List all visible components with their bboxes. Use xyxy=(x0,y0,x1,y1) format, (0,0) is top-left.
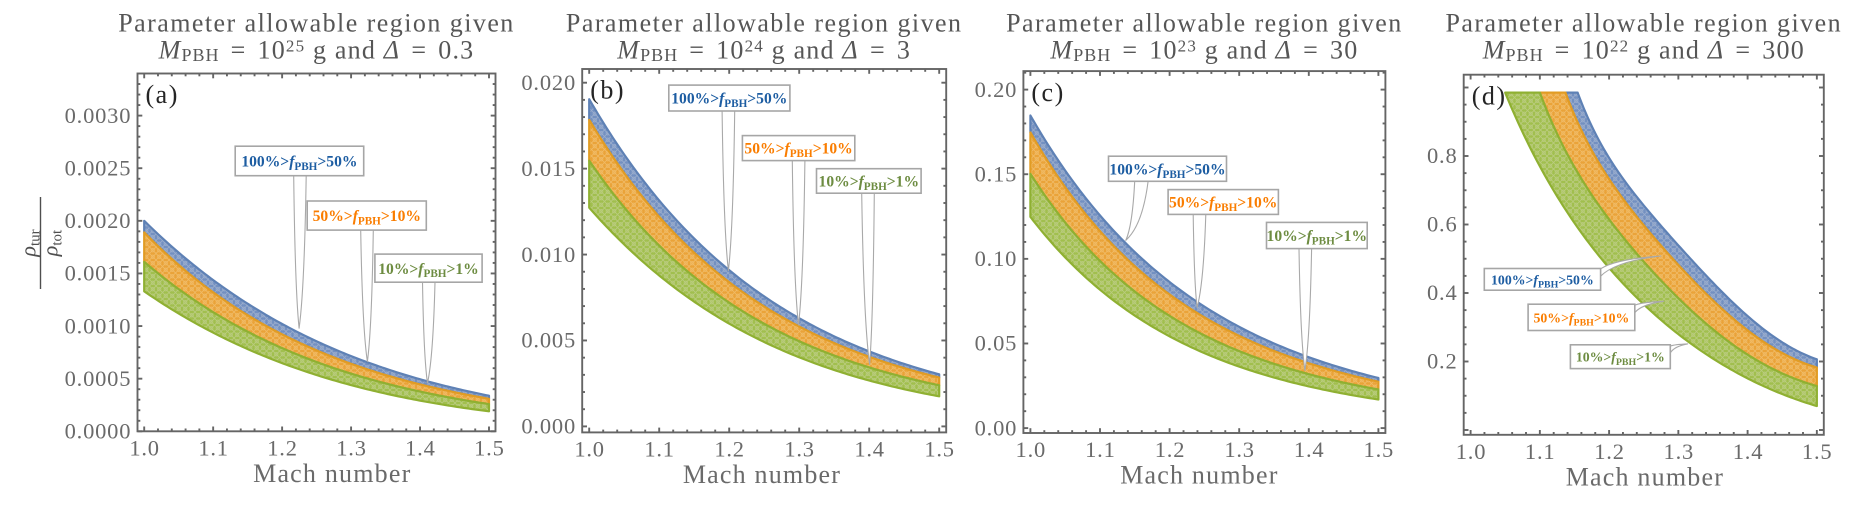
svg-text:Parameter allowable region giv: Parameter allowable region given xyxy=(118,9,515,38)
svg-text:100%>fPBH>50%: 100%>fPBH>50% xyxy=(671,91,787,110)
svg-text:1.0: 1.0 xyxy=(574,436,605,461)
svg-text:0.0005: 0.0005 xyxy=(65,366,132,391)
svg-text:0.020: 0.020 xyxy=(521,70,576,95)
svg-text:MPBH = 1025 g and Δ = 0.3: MPBH = 1025 g and Δ = 0.3 xyxy=(158,36,475,66)
svg-text:0.0030: 0.0030 xyxy=(65,103,132,128)
svg-text:0.05: 0.05 xyxy=(975,331,1018,356)
svg-text:0.0010: 0.0010 xyxy=(65,313,132,338)
svg-text:10%>fPBH>1%: 10%>fPBH>1% xyxy=(1267,228,1368,247)
svg-text:Mach number: Mach number xyxy=(253,459,411,488)
svg-text:Parameter allowable region giv: Parameter allowable region given xyxy=(1446,9,1843,38)
svg-text:1.5: 1.5 xyxy=(474,435,505,460)
svg-text:0.4: 0.4 xyxy=(1427,280,1458,305)
svg-text:1.3: 1.3 xyxy=(1224,437,1255,462)
svg-text:1.1: 1.1 xyxy=(1525,439,1556,464)
svg-text:(a): (a) xyxy=(146,80,179,109)
svg-text:1.3: 1.3 xyxy=(1664,439,1695,464)
svg-text:1.5: 1.5 xyxy=(924,436,955,461)
svg-text:1.1: 1.1 xyxy=(1085,437,1116,462)
svg-text:1.2: 1.2 xyxy=(1155,437,1186,462)
svg-text:1.1: 1.1 xyxy=(198,435,229,460)
svg-text:MPBH = 1022 g and Δ = 300: MPBH = 1022 g and Δ = 300 xyxy=(1482,36,1805,66)
svg-text:0.10: 0.10 xyxy=(975,246,1018,271)
svg-text:0.00: 0.00 xyxy=(975,415,1018,440)
svg-text:ρtot: ρtot xyxy=(38,229,66,257)
svg-text:0.20: 0.20 xyxy=(975,77,1018,102)
svg-text:0.000: 0.000 xyxy=(521,414,576,439)
svg-text:0.0000: 0.0000 xyxy=(65,419,132,444)
svg-text:100%>fPBH>50%: 100%>fPBH>50% xyxy=(241,154,357,173)
svg-text:1.3: 1.3 xyxy=(336,435,367,460)
svg-text:1.0: 1.0 xyxy=(1016,437,1047,462)
svg-text:1.4: 1.4 xyxy=(1294,437,1325,462)
svg-text:1.4: 1.4 xyxy=(1733,439,1764,464)
svg-text:10%>fPBH>1%: 10%>fPBH>1% xyxy=(1576,350,1665,368)
svg-text:0.0015: 0.0015 xyxy=(65,261,132,286)
svg-text:1.2: 1.2 xyxy=(267,435,298,460)
svg-text:0.005: 0.005 xyxy=(521,328,576,353)
svg-text:50%>fPBH>10%: 50%>fPBH>10% xyxy=(1533,310,1629,328)
svg-text:MPBH = 1024 g and Δ = 3: MPBH = 1024 g and Δ = 3 xyxy=(616,36,911,66)
svg-text:Parameter allowable region giv: Parameter allowable region given xyxy=(566,9,963,38)
svg-text:1.0: 1.0 xyxy=(1456,439,1487,464)
svg-text:1.5: 1.5 xyxy=(1364,437,1395,462)
svg-text:100%>fPBH>50%: 100%>fPBH>50% xyxy=(1491,272,1594,290)
svg-text:50%>fPBH>10%: 50%>fPBH>10% xyxy=(313,208,421,227)
svg-text:10%>fPBH>1%: 10%>fPBH>1% xyxy=(378,261,479,280)
svg-text:Parameter allowable region giv: Parameter allowable region given xyxy=(1006,9,1403,38)
svg-text:1.4: 1.4 xyxy=(854,436,885,461)
svg-text:0.6: 0.6 xyxy=(1427,212,1458,237)
svg-text:0.8: 0.8 xyxy=(1427,143,1458,168)
svg-text:1.5: 1.5 xyxy=(1802,439,1833,464)
svg-text:Mach number: Mach number xyxy=(1566,462,1724,491)
svg-text:Mach number: Mach number xyxy=(683,460,841,489)
svg-text:10%>fPBH>1%: 10%>fPBH>1% xyxy=(819,174,920,193)
svg-text:50%>fPBH>10%: 50%>fPBH>10% xyxy=(744,141,852,160)
svg-text:(c): (c) xyxy=(1031,78,1064,107)
svg-text:1.1: 1.1 xyxy=(644,436,675,461)
svg-text:0.15: 0.15 xyxy=(975,161,1018,186)
svg-text:Mach number: Mach number xyxy=(1120,461,1278,490)
svg-text:(d): (d) xyxy=(1472,81,1507,110)
svg-text:1.3: 1.3 xyxy=(784,436,815,461)
svg-text:1.2: 1.2 xyxy=(714,436,745,461)
svg-text:100%>fPBH>50%: 100%>fPBH>50% xyxy=(1109,161,1225,180)
svg-text:0.015: 0.015 xyxy=(521,156,576,181)
svg-text:1.0: 1.0 xyxy=(129,435,160,460)
svg-text:0.010: 0.010 xyxy=(521,242,576,267)
svg-text:0.0025: 0.0025 xyxy=(65,155,132,180)
svg-text:ρtur: ρtur xyxy=(16,229,44,257)
svg-text:1.4: 1.4 xyxy=(405,435,436,460)
svg-text:0.2: 0.2 xyxy=(1427,349,1458,374)
svg-text:1.2: 1.2 xyxy=(1594,439,1625,464)
svg-text:0.0020: 0.0020 xyxy=(65,208,132,233)
svg-text:50%>fPBH>10%: 50%>fPBH>10% xyxy=(1169,195,1277,214)
svg-text:(b): (b) xyxy=(590,76,625,105)
svg-text:MPBH = 1023 g and Δ = 30: MPBH = 1023 g and Δ = 30 xyxy=(1049,36,1358,66)
